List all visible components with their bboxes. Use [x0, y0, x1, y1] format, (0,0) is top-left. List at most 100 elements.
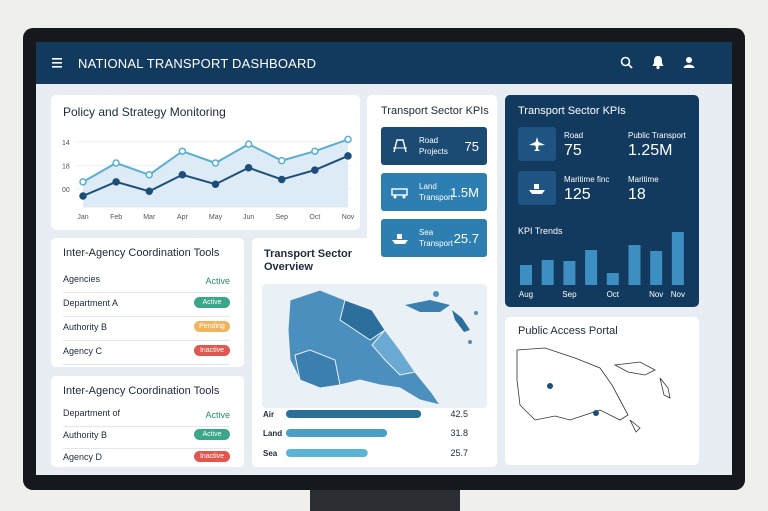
x-tick-label: Sep: [276, 214, 289, 221]
kpi-value: 1.25M: [628, 142, 673, 159]
bar: [520, 265, 532, 285]
bar: [286, 449, 368, 457]
status-badge: Active: [194, 297, 230, 308]
category-label: Sea: [263, 449, 278, 458]
point: [79, 178, 87, 186]
bell-icon[interactable]: [651, 55, 665, 70]
row-label: Authority B: [63, 430, 108, 440]
point: [278, 156, 286, 165]
panel-title: Inter-Agency Coordination Tools: [63, 247, 220, 259]
row-label: Agency D: [63, 452, 103, 462]
panel-title: Transport Sector Overview: [264, 248, 353, 273]
bar: [585, 250, 598, 285]
portal-marker[interactable]: [593, 410, 599, 416]
status-badge: Inactive: [194, 451, 230, 462]
point: [79, 192, 87, 200]
user-icon[interactable]: [682, 56, 696, 70]
kpi-card: Sea Transport 25.7: [381, 219, 487, 257]
y-tick-label: 18: [62, 163, 70, 170]
value-label: 42.5: [450, 409, 468, 419]
kpi-value: 75: [464, 139, 479, 154]
row-label: Agency C: [63, 346, 103, 356]
point: [344, 152, 352, 160]
area: [83, 139, 348, 208]
column-label: Department of: [63, 408, 121, 418]
kpi-value: 75: [564, 142, 582, 159]
kpi-label: Road Projects: [419, 136, 448, 156]
kpi-label: Road: [564, 131, 584, 140]
category-label: Land: [263, 429, 282, 438]
status-badge: Inactive: [194, 345, 230, 356]
value-label: 31.8: [450, 428, 468, 438]
point: [244, 163, 253, 172]
coordination-panel: Inter-Agency Coordination Tools Agencies A…: [51, 238, 244, 367]
status-badge: Pending: [194, 321, 230, 332]
x-tick-label: Nov: [671, 290, 685, 299]
point: [244, 140, 253, 148]
app-title: NATIONAL TRANSPORT DASHBOARD: [78, 56, 317, 71]
point: [278, 175, 286, 184]
point: [178, 147, 187, 155]
kpi-value: 25.7: [453, 231, 479, 246]
panel-title: Transport Sector KPIs: [518, 105, 626, 117]
kpi-label: Land Transport: [419, 182, 453, 202]
menu-icon[interactable]: [52, 57, 64, 69]
portal-panel: Public Access Portal: [505, 317, 699, 465]
row-label: Authority B: [63, 322, 108, 332]
table-row: Authority B Pending: [63, 318, 230, 341]
point: [211, 159, 220, 167]
table-row: Agency C Inactive: [63, 342, 230, 365]
x-tick-label: Sep: [562, 290, 577, 299]
bar: [286, 429, 388, 437]
chart-title: KPI Trends: [518, 226, 563, 236]
y-tick-label: 00: [62, 187, 70, 194]
kpi-label: Maritime finc: [564, 175, 610, 184]
panel-title: Transport Sector KPIs: [381, 105, 489, 117]
kpi-label: Sea Transport: [419, 228, 453, 248]
point: [145, 187, 153, 196]
x-tick-label: Oct: [309, 214, 320, 221]
table-row: Agency D Inactive: [63, 448, 230, 471]
kpi-icon-box: [518, 171, 556, 205]
bar: [671, 232, 684, 285]
x-tick-label: Mar: [143, 214, 156, 221]
kpi-value: 1.5M: [450, 185, 479, 200]
point: [344, 135, 352, 144]
point: [145, 171, 153, 179]
column-status: Active: [205, 276, 230, 286]
map: [287, 289, 478, 406]
search-icon[interactable]: [620, 56, 634, 70]
bar: [628, 245, 641, 285]
kpi-value: 125: [564, 186, 591, 203]
icon: [392, 234, 408, 244]
x-tick-label: Feb: [110, 214, 122, 221]
x-tick-label: May: [209, 214, 223, 221]
x-tick-label: Jan: [77, 214, 88, 221]
point: [311, 166, 319, 174]
row-label: Department A: [63, 298, 119, 308]
portal-marker[interactable]: [547, 383, 553, 389]
kpi-card: Land Transport 1.5M: [381, 173, 487, 211]
panel-title: Inter-Agency Coordination Tools: [63, 385, 220, 397]
icon: [529, 184, 545, 194]
bar: [541, 260, 554, 285]
x-tick-label: Apr: [177, 214, 189, 221]
kpi-label: Public Transport: [628, 131, 686, 140]
icon: [391, 188, 408, 199]
y-tick-label: 14: [62, 140, 70, 147]
table-header: Agencies Active: [63, 270, 230, 293]
bar: [606, 273, 619, 285]
top-bar: NATIONAL TRANSPORT DASHBOARD: [36, 42, 732, 84]
kpi-value: 18: [628, 186, 646, 203]
table-header: Department of Active: [63, 404, 230, 427]
bar: [286, 410, 422, 418]
point: [112, 159, 120, 167]
x-tick-label: Aug: [519, 290, 533, 299]
table-row: Department A Active: [63, 294, 230, 317]
table-row: Authority B Active: [63, 426, 230, 449]
x-tick-label: Oct: [607, 290, 620, 299]
point: [112, 178, 120, 186]
bar: [563, 261, 576, 285]
x-tick-label: Jun: [243, 214, 254, 221]
